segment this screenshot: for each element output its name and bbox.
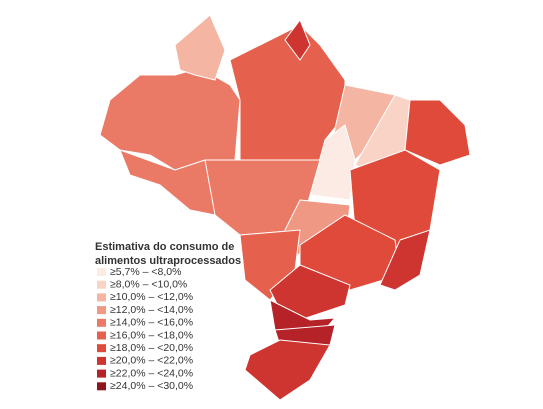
legend-swatch [97, 331, 106, 340]
region [299, 214, 401, 291]
legend-swatch [97, 369, 106, 378]
legend-title: Estimativa do consumo de [95, 241, 234, 253]
legend-title: alimentos ultraprocessados [95, 255, 241, 267]
region [379, 229, 431, 291]
legend-swatch [97, 306, 106, 315]
legend-label: ≥22,0% – <24,0% [110, 367, 193, 379]
legend-swatch [97, 293, 106, 302]
brazil-map [99, 14, 471, 401]
legend-swatch [97, 280, 106, 289]
legend-swatch [97, 318, 106, 327]
legend-label: ≥5,7% – <8,0% [110, 266, 181, 278]
legend-label: ≥24,0% – <30,0% [110, 380, 193, 392]
region [119, 149, 216, 216]
legend-label: ≥12,0% – <14,0% [110, 304, 193, 316]
legend-label: ≥10,0% – <12,0% [110, 291, 193, 303]
region [244, 339, 331, 401]
legend: Estimativa do consumo de alimentos ultra… [95, 241, 241, 392]
legend-swatch [97, 344, 106, 353]
region [174, 14, 226, 81]
legend-label: ≥8,0% – <10,0% [110, 278, 187, 290]
legend-label: ≥18,0% – <20,0% [110, 342, 193, 354]
legend-swatch [97, 382, 106, 391]
legend-label: ≥14,0% – <16,0% [110, 317, 193, 329]
region [99, 67, 241, 171]
legend-label: ≥20,0% – <22,0% [110, 355, 193, 367]
region [284, 18, 311, 61]
legend-label: ≥16,0% – <18,0% [110, 329, 193, 341]
legend-swatch [97, 356, 106, 365]
legend-swatch [97, 268, 106, 276]
